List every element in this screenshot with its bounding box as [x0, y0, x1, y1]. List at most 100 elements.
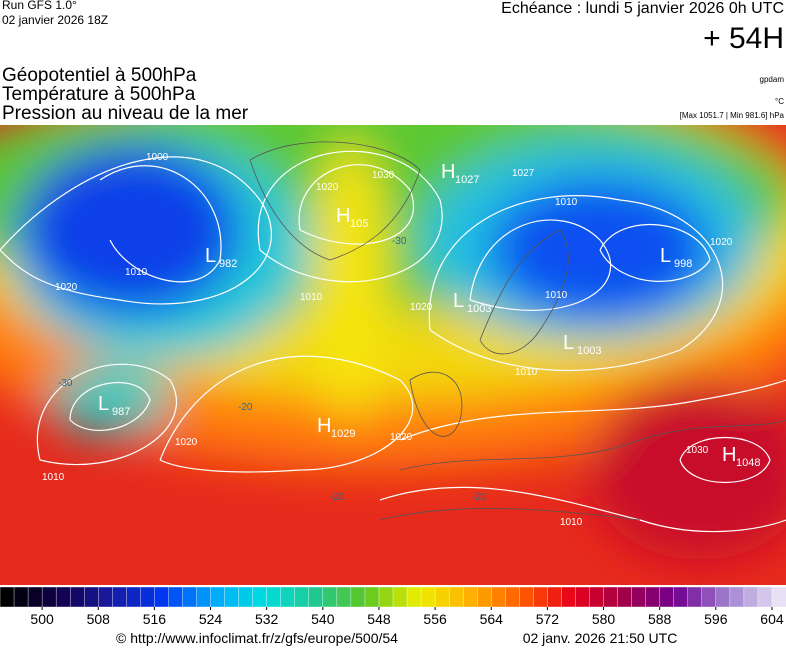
center-letter: H — [722, 444, 736, 466]
isobar-label: 1010 — [42, 472, 65, 483]
colorbar-swatch — [238, 586, 254, 608]
timestamp: 02 janv. 2026 21:50 UTC — [523, 630, 678, 646]
center-value: 105 — [350, 218, 368, 230]
temperature-label: -20 — [472, 492, 487, 503]
temperature-label: -20 — [238, 402, 253, 413]
colorbar-tick-label: 548 — [367, 611, 391, 627]
unit-geopotential: gpdam — [760, 75, 785, 84]
colorbar-swatch — [757, 586, 773, 608]
colorbar-swatch — [378, 586, 394, 608]
colorbar-swatch — [617, 586, 633, 608]
center-value: 982 — [219, 258, 237, 270]
colorbar-swatch — [771, 586, 786, 608]
colorbar-swatch — [224, 586, 240, 608]
lead-time: + 54H — [703, 22, 784, 55]
title-temperature: Température à 500hPa — [2, 84, 196, 105]
colorbar-swatch — [448, 586, 464, 608]
isobar-label: 1010 — [300, 292, 323, 303]
colorbar-swatch — [322, 586, 338, 608]
colorbar-swatch — [69, 586, 85, 608]
center-value: 998 — [674, 258, 692, 270]
isobar-label: 1010 — [560, 517, 583, 528]
title-geopotential: Géopotentiel à 500hPa — [2, 65, 197, 86]
center-letter: H — [317, 415, 331, 437]
colorbar-swatch — [589, 586, 605, 608]
colorbar-tick-label: 588 — [648, 611, 672, 627]
colorbar-tick-label: 500 — [30, 611, 54, 627]
colorbar-swatch — [603, 586, 619, 608]
colorbar-swatch — [41, 586, 57, 608]
colorbar-tick-label: 596 — [704, 611, 728, 627]
colorbar-swatch — [55, 586, 71, 608]
source-url: © http://www.infoclimat.fr/z/gfs/europe/… — [116, 630, 398, 646]
colorbar-tick-label: 508 — [87, 611, 111, 627]
colorbar-swatch — [140, 586, 155, 608]
isobars — [0, 150, 786, 533]
isobar-label: 1010 — [545, 290, 568, 301]
colorbar-swatch — [505, 586, 520, 608]
isobar-label: 1010 — [515, 367, 538, 378]
isobar-label: 1010 — [555, 197, 578, 208]
colorbar-swatch — [547, 586, 562, 608]
colorbar-swatch — [420, 586, 436, 608]
colorbar-swatch — [266, 586, 282, 608]
colorbar-swatch — [729, 586, 745, 608]
colorbar-swatch — [154, 586, 169, 608]
isobar-label: 1010 — [125, 267, 148, 278]
colorbar-swatch — [519, 586, 534, 608]
colorbar-swatch — [27, 586, 43, 608]
colorbar-tick-label: 516 — [143, 611, 167, 627]
title-pressure: Pression au niveau de la mer — [2, 103, 249, 124]
colorbar-swatch — [84, 586, 99, 608]
unit-temperature: °C — [775, 97, 784, 106]
colorbar-tick-label: 524 — [199, 611, 223, 627]
colorbar-swatch — [477, 586, 492, 608]
center-value: 1029 — [331, 428, 355, 440]
temperature-label: -30 — [58, 378, 73, 389]
isobar-label: 1020 — [55, 282, 78, 293]
isobar-label: 1030 — [372, 170, 395, 181]
colorbar-tick-label: 572 — [536, 611, 560, 627]
colorbar-tick-label: 604 — [760, 611, 784, 627]
center-letter: L — [98, 393, 109, 415]
center-value: 1003 — [467, 303, 491, 315]
colorbar-swatch — [462, 586, 478, 608]
isobar-label: 1020 — [410, 302, 433, 313]
colorbar-swatch — [715, 586, 731, 608]
center-letter: H — [441, 161, 455, 183]
colorbar-swatch — [182, 586, 197, 608]
colorbar: 500 508 516 524 532 540 548 556 564 572 580 588 596 6… — [0, 586, 786, 627]
colorbar-tick-label: 532 — [255, 611, 279, 627]
colorbar-swatch — [196, 586, 212, 608]
colorbar-swatch — [434, 586, 450, 608]
center-letter: L — [563, 332, 574, 354]
colorbar-swatch — [687, 586, 703, 608]
isobar-label: 1000 — [146, 152, 169, 163]
colorbar-swatch — [701, 586, 717, 608]
colorbar-swatch — [631, 586, 647, 608]
colorbar-tick-label: 564 — [480, 611, 504, 627]
colorbar-swatch — [491, 586, 506, 608]
colorbar-swatch — [406, 586, 422, 608]
center-value: 1048 — [736, 457, 760, 469]
colorbar-swatch — [210, 586, 226, 608]
colorbar-swatch — [575, 586, 591, 608]
colorbar-swatch — [533, 586, 548, 608]
colorbar-swatch — [308, 586, 324, 608]
colorbar-swatch — [112, 586, 127, 608]
colorbar-swatch — [350, 586, 366, 608]
isobar-label: 1020 — [316, 182, 339, 193]
colorbar-swatch — [561, 586, 576, 608]
colorbar-swatch — [294, 586, 310, 608]
isobar-label: 1020 — [390, 432, 413, 443]
center-letter: L — [205, 245, 216, 267]
colorbar-swatch — [743, 586, 759, 608]
colorbar-swatch — [168, 586, 183, 608]
temperature-label: -30 — [392, 236, 407, 247]
center-value: 1027 — [455, 174, 479, 186]
isobar-label: 1030 — [686, 445, 709, 456]
colorbar-swatch — [659, 586, 675, 608]
